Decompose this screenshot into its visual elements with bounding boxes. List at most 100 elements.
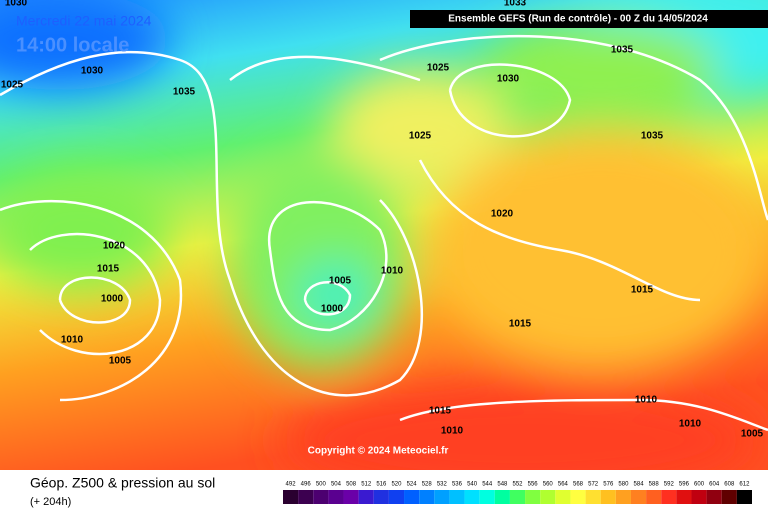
colorbar-label: 552 bbox=[512, 482, 523, 488]
isobar-label: 1030 bbox=[497, 74, 520, 85]
colorbar-swatch bbox=[479, 490, 495, 504]
colorbar-label: 524 bbox=[407, 482, 418, 488]
colorbar-label: 600 bbox=[694, 482, 705, 488]
colorbar-label: 508 bbox=[346, 482, 357, 488]
colorbar-label: 512 bbox=[361, 482, 372, 488]
isobar-label: 1000 bbox=[101, 294, 124, 305]
colorbar-swatch bbox=[661, 490, 677, 504]
colorbar-label: 548 bbox=[497, 482, 508, 488]
run-info: Ensemble GEFS (Run de contrôle) - 00 Z d… bbox=[448, 14, 708, 25]
colorbar-swatch bbox=[736, 490, 752, 504]
colorbar-swatch bbox=[721, 490, 737, 504]
colorbar-swatch bbox=[600, 490, 616, 504]
colorbar-label: 540 bbox=[467, 482, 478, 488]
isobar-label: 1030 bbox=[81, 66, 104, 77]
isobars bbox=[0, 34, 768, 432]
colorbar-swatch bbox=[555, 490, 571, 504]
colorbar-label: 596 bbox=[679, 482, 690, 488]
colorbar-label: 604 bbox=[709, 482, 720, 488]
colorbar-swatch bbox=[691, 490, 707, 504]
isobar-label: 1015 bbox=[97, 264, 120, 275]
colorbar-label: 576 bbox=[603, 482, 614, 488]
colorbar-label: 612 bbox=[739, 482, 750, 488]
colorbar-label: 532 bbox=[437, 482, 448, 488]
isobar-label: 1005 bbox=[741, 429, 764, 440]
isobar-label: 1010 bbox=[679, 419, 702, 430]
isobar-label: 1025 bbox=[1, 80, 24, 91]
run-box bbox=[410, 10, 768, 28]
colorbar-swatch bbox=[373, 490, 389, 504]
colorbar-swatch bbox=[298, 490, 314, 504]
colorbar-label: 564 bbox=[558, 482, 569, 488]
colorbar-swatch bbox=[540, 490, 556, 504]
colorbar-label: 572 bbox=[588, 482, 599, 488]
date: Mercredi 22 mai 2024 bbox=[16, 13, 152, 29]
colorbar-label: 504 bbox=[331, 482, 342, 488]
colorbar-swatch bbox=[615, 490, 631, 504]
copyright: Copyright © 2024 Meteociel.fr bbox=[308, 446, 449, 457]
colorbar-label: 608 bbox=[724, 482, 735, 488]
colorbar-swatch bbox=[706, 490, 722, 504]
colorbar-swatch bbox=[419, 490, 435, 504]
colorbar-label: 544 bbox=[482, 482, 493, 488]
colorbar-label: 516 bbox=[376, 482, 387, 488]
colorbar-label: 580 bbox=[618, 482, 629, 488]
time: 14:00 locale bbox=[16, 34, 129, 56]
colorbar-swatch bbox=[646, 490, 662, 504]
isobar-label: 1000 bbox=[321, 304, 344, 315]
colorbar-label: 500 bbox=[316, 482, 327, 488]
colorbar-label: 528 bbox=[422, 482, 433, 488]
colorbar-swatch bbox=[464, 490, 480, 504]
isobar-label: 1015 bbox=[509, 319, 532, 330]
colorbar-label: 592 bbox=[664, 482, 675, 488]
isobar-label: 1035 bbox=[173, 87, 196, 98]
colorbar-swatch bbox=[676, 490, 692, 504]
colorbar-swatch bbox=[328, 490, 344, 504]
isobar-label: 1025 bbox=[409, 131, 432, 142]
isobar-label: 1015 bbox=[631, 285, 654, 296]
isobar-label: 1033 bbox=[504, 0, 527, 9]
colorbar-label: 568 bbox=[573, 482, 584, 488]
colorbar-swatch bbox=[313, 490, 329, 504]
isobar-label: 1025 bbox=[427, 63, 450, 74]
map-area: 1030 1033 1025 1030 1035 1025 1030 1035 1025 1035… bbox=[0, 0, 768, 470]
isobar-label: 1030 bbox=[5, 0, 28, 9]
colorbar-swatch bbox=[585, 490, 601, 504]
isobar-label: 1020 bbox=[491, 209, 514, 220]
colorbar: 492 496 500 504 508 512 516 520 524 528 532 536 540 5… bbox=[283, 482, 752, 504]
colorbar-swatch bbox=[525, 490, 541, 504]
colorbar-swatch bbox=[388, 490, 405, 504]
isobar-label: 1015 bbox=[429, 406, 452, 417]
colorbar-swatch bbox=[630, 490, 647, 504]
colorbar-swatch bbox=[283, 490, 299, 504]
colorbar-label: 588 bbox=[649, 482, 660, 488]
colorbar-swatch bbox=[449, 490, 465, 504]
colorbar-label: 536 bbox=[452, 482, 463, 488]
isobar-label: 1035 bbox=[641, 131, 664, 142]
isobar-label: 1005 bbox=[329, 276, 352, 287]
colorbar-swatch bbox=[494, 490, 510, 504]
isobar-label: 1020 bbox=[103, 241, 126, 252]
isobar-label: 1010 bbox=[61, 335, 84, 346]
colorbar-swatch bbox=[434, 490, 450, 504]
isobar-label: 1010 bbox=[441, 426, 464, 437]
colorbar-label: 560 bbox=[543, 482, 554, 488]
footer-title: Géop. Z500 & pression au sol bbox=[30, 475, 215, 491]
colorbar-label: 520 bbox=[391, 482, 402, 488]
isobar-label: 1010 bbox=[635, 395, 658, 406]
colorbar-label: 496 bbox=[301, 482, 312, 488]
colorbar-label: 584 bbox=[634, 482, 645, 488]
isobar-labels: 1030 1033 1025 1030 1035 1025 1030 1035 1025 1035… bbox=[1, 0, 764, 440]
isobar-label: 1035 bbox=[611, 45, 634, 56]
footer-subtitle: (+ 204h) bbox=[30, 496, 71, 508]
colorbar-swatch bbox=[570, 490, 586, 504]
colorbar-label: 492 bbox=[286, 482, 297, 488]
isobar-label: 1005 bbox=[109, 356, 132, 367]
colorbar-swatch bbox=[343, 490, 359, 504]
colorbar-label: 556 bbox=[528, 482, 539, 488]
colorbar-swatch bbox=[358, 490, 374, 504]
colorbar-swatch bbox=[404, 490, 420, 504]
isobar-label: 1010 bbox=[381, 266, 404, 277]
colorbar-swatch bbox=[509, 490, 526, 504]
